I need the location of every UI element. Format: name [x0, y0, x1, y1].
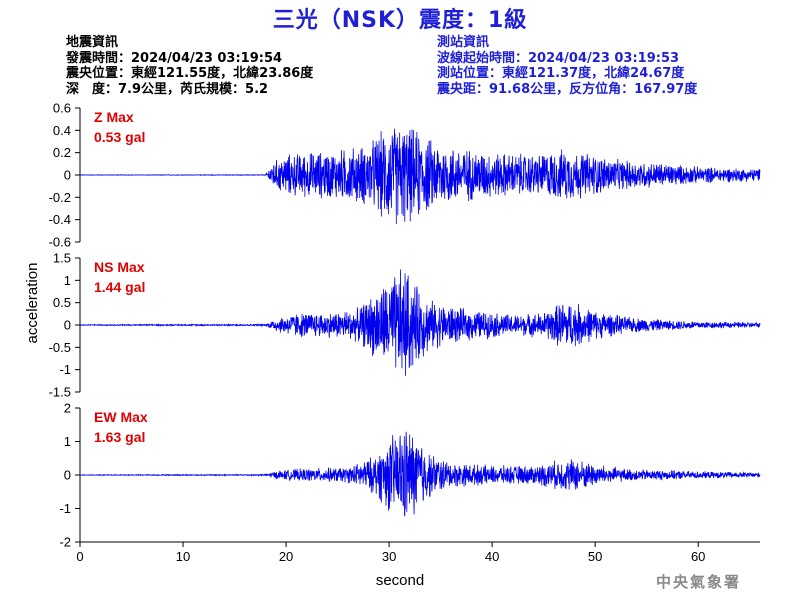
- y-tick-label: 1: [64, 434, 71, 449]
- x-tick-label: 60: [691, 549, 705, 564]
- y-tick-label: 0: [64, 168, 71, 183]
- y-tick-label: 0: [64, 468, 71, 483]
- epicentral-distance: 震央距：91.68公里，反方位角：167.97度: [437, 81, 698, 97]
- max-label-z: Z Max: [94, 109, 134, 125]
- waveform-z: [79, 128, 761, 225]
- y-tick-label: 2: [64, 401, 71, 416]
- depth-magnitude: 深 度：7.9公里，芮氏規模：5.2: [66, 81, 269, 97]
- y-tick-label: 0.2: [53, 145, 71, 160]
- epicenter-location: 震央位置：東經121.55度，北緯23.86度: [66, 66, 314, 81]
- station-info-heading: 測站資訊: [437, 35, 490, 50]
- waveform-start-time: 波線起始時間：2024/04/23 03:19:53: [437, 50, 680, 66]
- station-info: 測站資訊 波線起始時間：2024/04/23 03:19:53 測站位置：東經1…: [437, 35, 697, 97]
- x-tick-label: 40: [485, 549, 499, 564]
- max-value-z: 0.53 gal: [94, 129, 145, 145]
- max-label-ew: EW Max: [94, 409, 148, 425]
- y-tick-label: 0.4: [53, 123, 71, 138]
- y-tick-label: 1: [64, 273, 71, 288]
- y-tick-label: 0.5: [53, 295, 71, 310]
- earthquake-info: 地震資訊 發震時間：2024/04/23 03:19:54 震央位置：東經121…: [66, 35, 313, 97]
- y-tick-label: -1.5: [49, 385, 71, 400]
- earthquake-info-heading: 地震資訊: [66, 35, 119, 50]
- origin-time: 發震時間：2024/04/23 03:19:54: [66, 50, 283, 66]
- y-tick-label: -0.6: [49, 235, 71, 250]
- y-tick-label: -0.4: [49, 212, 71, 227]
- x-tick-label: 30: [382, 549, 396, 564]
- y-axis-label: acceleration: [24, 263, 41, 344]
- waveform-ew: [79, 431, 761, 517]
- max-value-ew: 1.63 gal: [94, 429, 145, 445]
- max-label-ns: NS Max: [94, 259, 145, 275]
- y-tick-label: 0.6: [53, 101, 71, 116]
- chart-title: 三光（NSK）震度：1級: [272, 8, 528, 33]
- max-value-ns: 1.44 gal: [94, 279, 145, 295]
- x-tick-label: 10: [176, 549, 190, 564]
- x-tick-label: 50: [588, 549, 602, 564]
- x-axis-label: second: [376, 572, 424, 589]
- y-tick-label: -1: [59, 501, 71, 516]
- y-tick-label: -1: [59, 362, 71, 377]
- y-tick-label: 0: [64, 318, 71, 333]
- y-tick-label: -2: [59, 535, 71, 550]
- x-tick-label: 20: [279, 549, 293, 564]
- y-tick-label: -0.5: [49, 340, 71, 355]
- y-tick-label: 1.5: [53, 251, 71, 266]
- waveform-ns: [79, 269, 761, 376]
- y-tick-label: -0.2: [49, 190, 71, 205]
- station-location: 測站位置：東經121.37度，北緯24.67度: [437, 66, 685, 81]
- x-tick-label: 0: [76, 549, 83, 564]
- agency-watermark: 中央氣象署: [656, 573, 742, 591]
